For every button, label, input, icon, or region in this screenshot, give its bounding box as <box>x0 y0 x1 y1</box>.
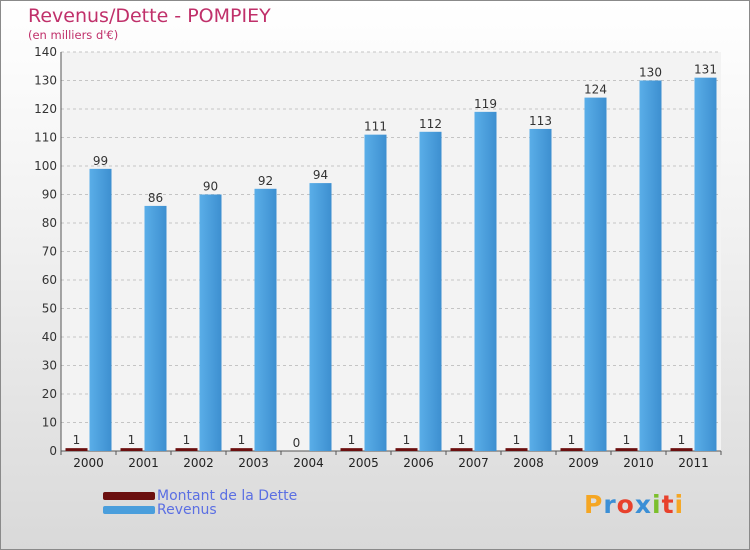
data-label-revenus: 124 <box>584 83 607 97</box>
data-labels: 1991861901920941111111211191113112411301… <box>73 63 717 450</box>
data-label-dette: 1 <box>403 433 411 447</box>
data-label-revenus: 99 <box>93 154 108 168</box>
logo-letter: P <box>584 490 604 519</box>
bar-dette <box>175 448 198 451</box>
y-tick-label: 80 <box>42 216 57 230</box>
logo-letter: i <box>652 490 662 519</box>
data-label-revenus: 94 <box>313 168 328 182</box>
bar-dette <box>615 448 638 451</box>
logo-letter: i <box>674 490 685 519</box>
bar-dette <box>65 448 88 451</box>
y-tick-label: 120 <box>34 102 57 116</box>
x-tick-label: 2007 <box>458 456 489 470</box>
data-label-dette: 1 <box>183 433 191 447</box>
bar-dette <box>395 448 418 451</box>
bar-revenus <box>89 168 112 451</box>
chart-title: Revenus/Dette - POMPIEY <box>28 5 271 27</box>
bar-dette <box>560 448 583 451</box>
legend-item-dette: Montant de la Dette <box>103 488 297 504</box>
logo-letter: r <box>603 490 617 519</box>
x-tick-label: 2002 <box>183 456 214 470</box>
bar-dette <box>340 448 363 451</box>
x-tick-label: 2005 <box>348 456 379 470</box>
chart-subtitle: (en milliers d'€) <box>28 28 119 42</box>
logo-letter: x <box>634 490 652 519</box>
x-tick-label: 2004 <box>293 456 324 470</box>
data-label-dette: 1 <box>128 433 136 447</box>
data-label-revenus: 111 <box>364 120 387 134</box>
y-tick-label: 50 <box>42 302 57 316</box>
bar-revenus <box>419 131 442 452</box>
data-label-revenus: 86 <box>148 191 163 205</box>
data-label-dette: 1 <box>568 433 576 447</box>
y-tick-label: 20 <box>42 387 57 401</box>
proxiti-logo: Proxiti <box>584 490 684 519</box>
bar-revenus <box>639 80 662 451</box>
bar-revenus <box>254 188 277 452</box>
legend-label-revenus: Revenus <box>157 502 217 518</box>
logo-letter: t <box>661 490 675 519</box>
bar-revenus <box>144 205 167 451</box>
bar-revenus <box>694 77 717 452</box>
x-tick-label: 2010 <box>623 456 654 470</box>
x-tick-label: 2006 <box>403 456 434 470</box>
data-label-revenus: 113 <box>529 114 552 128</box>
y-tick-label: 70 <box>42 245 57 259</box>
data-label-dette: 1 <box>458 433 466 447</box>
y-tick-label: 0 <box>49 444 57 458</box>
y-tick-label: 140 <box>34 45 57 59</box>
data-label-dette: 1 <box>73 433 81 447</box>
bar-dette <box>230 448 253 451</box>
y-tick-label: 10 <box>42 416 57 430</box>
logo-letter: o <box>616 490 635 519</box>
bars <box>65 77 717 452</box>
bar-dette <box>505 448 528 451</box>
data-label-revenus: 90 <box>203 180 218 194</box>
x-tick-label: 2000 <box>73 456 104 470</box>
data-label-revenus: 131 <box>694 63 717 77</box>
bar-revenus <box>529 128 552 451</box>
x-tick-label: 2011 <box>678 456 709 470</box>
legend-swatch-revenus <box>103 506 155 514</box>
bar-revenus <box>474 111 497 451</box>
bar-dette <box>450 448 473 451</box>
data-label-dette: 1 <box>678 433 686 447</box>
bar-revenus <box>199 194 222 451</box>
x-tick-label: 2003 <box>238 456 269 470</box>
y-tick-label: 30 <box>42 359 57 373</box>
y-tick-label: 100 <box>34 159 57 173</box>
y-tick-label: 60 <box>42 273 57 287</box>
y-tick-label: 90 <box>42 188 57 202</box>
grid-lines <box>61 51 721 452</box>
x-tick-label: 2009 <box>568 456 599 470</box>
data-label-revenus: 112 <box>419 117 442 131</box>
bar-revenus <box>584 97 607 451</box>
data-label-dette: 1 <box>623 433 631 447</box>
legend-swatch-dette <box>103 492 155 500</box>
bar-dette <box>120 448 143 451</box>
data-label-dette: 1 <box>513 433 521 447</box>
legend-label-dette: Montant de la Dette <box>157 488 298 504</box>
y-tick-label: 110 <box>34 131 57 145</box>
bar-revenus <box>309 183 332 451</box>
y-tick-label: 130 <box>34 74 57 88</box>
data-label-dette: 0 <box>293 436 301 450</box>
bar-revenus <box>364 134 387 451</box>
data-label-dette: 1 <box>238 433 246 447</box>
x-tick-label: 2008 <box>513 456 544 470</box>
data-label-revenus: 119 <box>474 97 497 111</box>
legend-item-revenus: Revenus <box>103 502 217 518</box>
data-label-revenus: 130 <box>639 66 662 80</box>
x-tick-label: 2001 <box>128 456 159 470</box>
bar-dette <box>670 448 693 451</box>
data-label-dette: 1 <box>348 433 356 447</box>
data-label-revenus: 92 <box>258 174 273 188</box>
y-tick-label: 40 <box>42 330 57 344</box>
